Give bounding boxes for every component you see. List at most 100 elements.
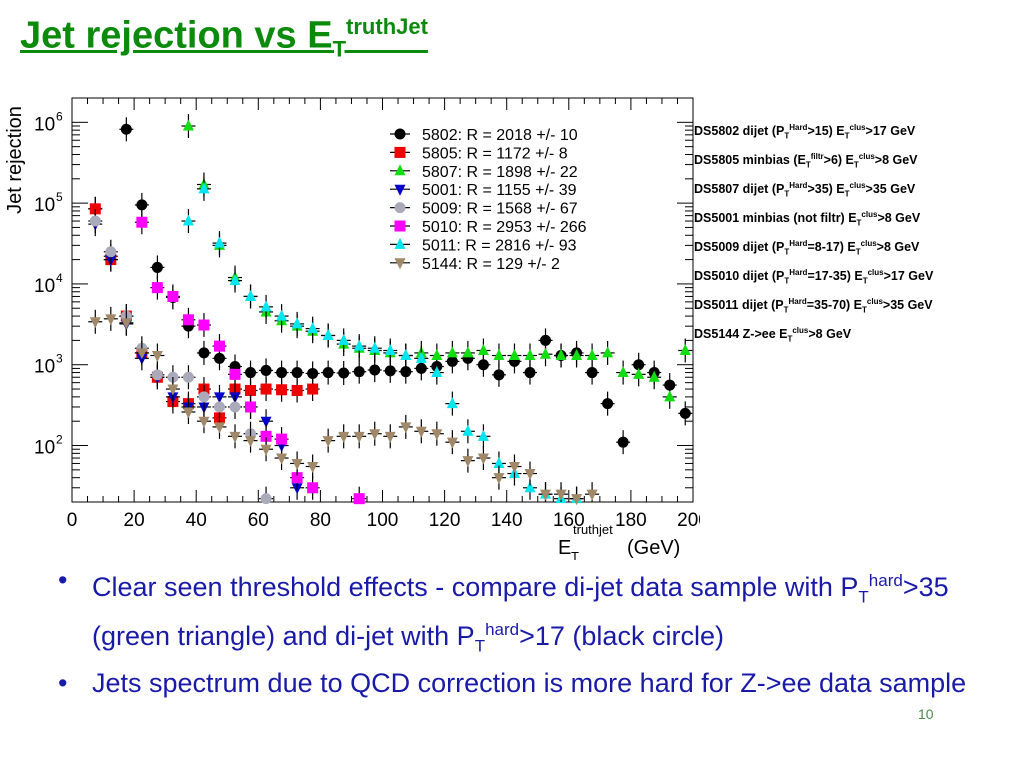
y-tick-label: 10 xyxy=(34,357,55,378)
data-point xyxy=(617,436,629,448)
data-point xyxy=(431,366,443,378)
series-4 xyxy=(88,209,274,505)
x-tick-label: 20 xyxy=(124,510,145,531)
dataset-note-part: DS5011 dijet (P xyxy=(694,297,784,312)
data-point xyxy=(555,489,567,501)
legend-marker xyxy=(394,184,406,196)
data-point xyxy=(586,349,598,361)
data-point xyxy=(245,384,257,396)
data-point xyxy=(415,351,427,363)
dataset-note-part: T xyxy=(862,305,867,315)
data-point xyxy=(198,416,210,428)
data-point xyxy=(400,422,412,434)
data-point xyxy=(602,346,614,358)
dataset-note: DS5011 dijet (PTHard=35-70) ETclus>35 Ge… xyxy=(694,292,933,321)
slide-title: Jet rejection vs ETtruthJet xyxy=(20,14,428,62)
data-point xyxy=(151,351,163,363)
dataset-note-part: Hard xyxy=(789,123,808,132)
data-point xyxy=(198,347,210,359)
x-tick-label: 140 xyxy=(491,510,523,531)
legend-label: 5010: R = 2953 +/- 266 xyxy=(422,219,587,236)
data-point xyxy=(182,371,194,383)
y-tick-label: 10 xyxy=(34,438,55,459)
data-point xyxy=(648,370,660,382)
x-tick-label: 80 xyxy=(310,510,331,531)
legend-marker xyxy=(394,146,406,158)
data-point xyxy=(136,199,148,211)
data-point xyxy=(213,236,225,248)
data-point xyxy=(540,347,552,359)
dataset-note-part: DS5802 dijet (P xyxy=(694,124,785,139)
data-point xyxy=(276,433,288,445)
data-point xyxy=(431,349,443,361)
series-3 xyxy=(88,212,305,500)
data-point xyxy=(571,349,583,361)
data-point xyxy=(291,317,303,329)
series-0 xyxy=(88,117,693,455)
x-tick-label: 100 xyxy=(367,510,399,531)
data-point xyxy=(322,328,334,340)
dataset-note: DS5010 dijet (PTHard=17-35) ETclus>17 Ge… xyxy=(694,263,933,292)
data-point xyxy=(245,436,257,448)
dataset-note-part: >6) E xyxy=(823,153,854,168)
dataset-note-part: T xyxy=(844,189,850,199)
data-point xyxy=(276,367,288,379)
data-point xyxy=(493,369,505,381)
y-axis-label: Jet rejection xyxy=(4,106,26,214)
dataset-note-part: >35 GeV xyxy=(865,182,916,197)
data-point xyxy=(353,339,365,351)
dataset-note-part: T xyxy=(805,160,811,170)
dataset-note: DS5802 dijet (PTHard>15) ETclus>17 GeV xyxy=(694,118,933,147)
dataset-note-part: Hard xyxy=(788,296,807,306)
dataset-note-part: >8 GeV xyxy=(874,153,918,168)
dataset-note-part: T xyxy=(862,276,868,286)
data-point xyxy=(508,462,520,474)
y-tick-label: 10 xyxy=(34,114,55,135)
data-point xyxy=(446,437,458,449)
data-point xyxy=(586,489,598,501)
x-tick-label: 200 xyxy=(677,510,700,531)
plot-frame xyxy=(71,97,694,503)
dataset-note-part: =8-17) E xyxy=(807,239,856,254)
data-point xyxy=(571,494,583,506)
data-point xyxy=(307,462,319,474)
data-point xyxy=(213,422,225,434)
data-point xyxy=(384,343,396,355)
data-point xyxy=(245,401,257,413)
data-point xyxy=(322,436,334,448)
dataset-note-part: clus xyxy=(860,238,877,248)
data-point xyxy=(260,430,272,442)
data-point xyxy=(260,300,272,312)
legend-marker xyxy=(394,237,406,249)
y-tick-label: 10 xyxy=(34,195,55,216)
x-axis-label-sup: truthjet xyxy=(573,522,613,537)
bullet-item-part: T xyxy=(474,636,486,656)
chart-axis-label-layer: 0204060801001201401601802001021031041051… xyxy=(4,106,700,560)
x-tick-label: 40 xyxy=(186,510,207,531)
data-point xyxy=(151,282,163,294)
legend-marker xyxy=(394,258,406,270)
data-point xyxy=(446,397,458,409)
data-point xyxy=(477,343,489,355)
dataset-note-part: T xyxy=(784,189,790,199)
data-point xyxy=(353,493,365,505)
x-tick-label: 120 xyxy=(429,510,461,531)
dataset-note-part: >35 GeV xyxy=(882,297,933,312)
dataset-note-part: >17 GeV xyxy=(883,268,934,283)
data-point xyxy=(167,290,179,302)
bullet-item-part: hard xyxy=(868,571,903,590)
data-point xyxy=(400,366,412,378)
data-point xyxy=(307,367,319,379)
data-point xyxy=(369,364,381,376)
x-axis-label: E xyxy=(558,537,571,559)
legend-label: 5009: R = 1568 +/- 67 xyxy=(422,201,578,218)
legend-label: 5805: R = 1172 +/- 8 xyxy=(422,145,568,162)
data-point xyxy=(679,407,691,419)
dataset-note: DS5807 dijet (PTHard>35) ETclus>35 GeV xyxy=(694,176,933,205)
dataset-note-part: T xyxy=(783,305,789,315)
chart-marks-layer xyxy=(88,114,693,506)
data-point xyxy=(462,346,474,358)
data-point xyxy=(524,469,536,481)
dataset-note: DS5009 dijet (PTHard=8-17) ETclus>8 GeV xyxy=(694,234,933,263)
